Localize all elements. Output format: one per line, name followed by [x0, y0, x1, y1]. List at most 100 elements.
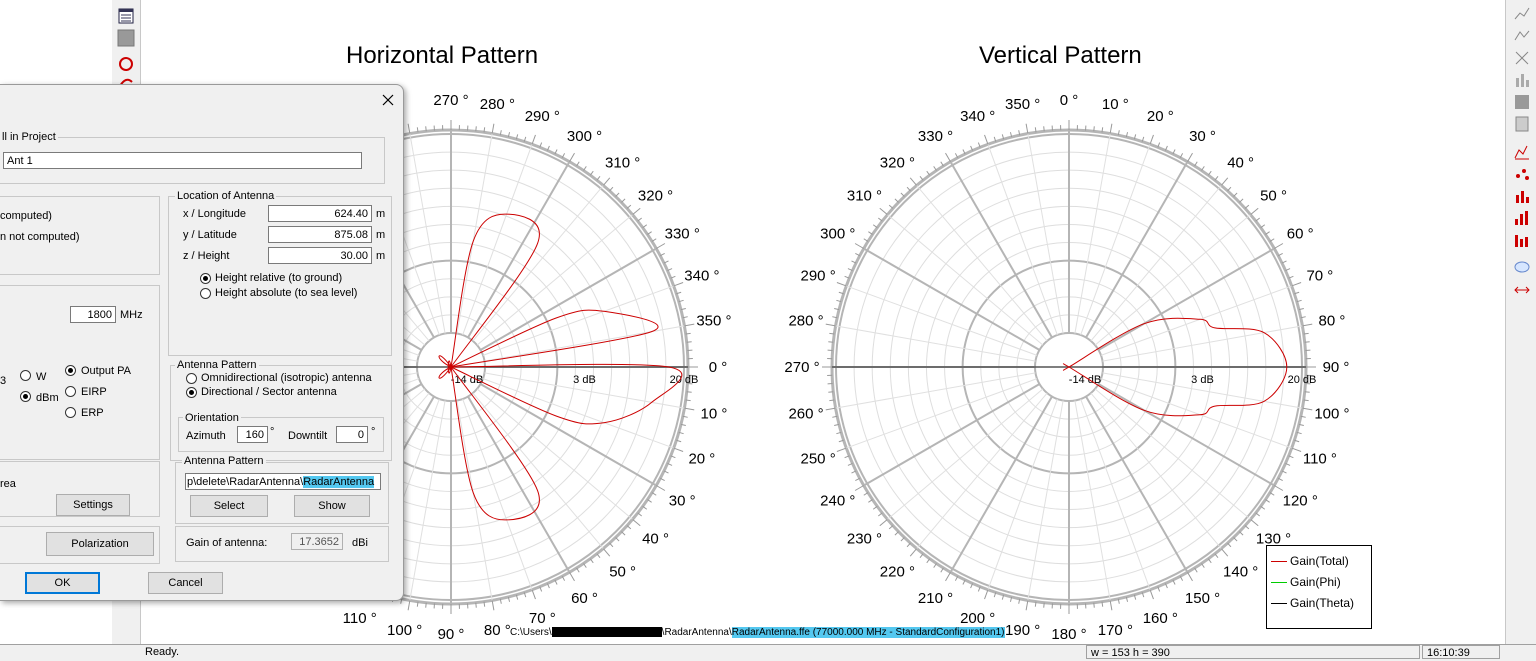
line-chart-alt-icon[interactable] [1512, 26, 1532, 46]
close-icon[interactable] [380, 92, 396, 108]
angle-label: 240 ° [820, 493, 855, 510]
dbm-radio[interactable] [20, 391, 31, 402]
gray-block-icon[interactable] [1512, 92, 1532, 112]
directional-radio[interactable] [186, 387, 197, 398]
gain-label: Gain of antenna: [186, 537, 267, 549]
cell-name-field[interactable]: Ant 1 [3, 152, 362, 169]
tick [610, 187, 613, 191]
tick [946, 153, 951, 162]
red-bars-icon[interactable] [1512, 230, 1532, 250]
arrows-icon[interactable] [1512, 280, 1532, 300]
tick [1245, 205, 1249, 208]
tick [633, 519, 641, 525]
radial-label: 3 dB [1191, 374, 1214, 386]
tick [627, 526, 631, 529]
tick [1292, 283, 1301, 286]
eirp-radio[interactable] [65, 386, 76, 397]
cross-chart-icon[interactable] [1512, 48, 1532, 68]
computed-option-1: computed) [0, 210, 52, 222]
square-icon[interactable] [116, 28, 136, 48]
height-absolute-label: Height absolute (to sea level) [215, 287, 357, 299]
frequency-unit: MHz [120, 309, 143, 321]
red-bar-icon[interactable] [1512, 186, 1532, 206]
tick [1274, 486, 1283, 491]
line-chart-icon[interactable] [1512, 4, 1532, 24]
angle-label: 340 ° [684, 268, 719, 285]
red-chart-icon[interactable] [1512, 142, 1532, 162]
show-button[interactable]: Show [294, 495, 370, 517]
angle-label: 280 ° [788, 313, 823, 330]
tick [570, 572, 575, 581]
tick [1234, 193, 1237, 197]
tick [889, 205, 893, 208]
comment-icon[interactable] [1512, 258, 1532, 278]
w-radio[interactable] [20, 370, 31, 381]
tick [686, 400, 691, 401]
tick [687, 392, 692, 393]
ok-button[interactable]: OK [25, 572, 100, 594]
select-button[interactable]: Select [190, 495, 268, 517]
tick [1026, 124, 1028, 134]
angle-label: 160 ° [1143, 610, 1178, 627]
output-pa-radio[interactable] [65, 365, 76, 376]
downtilt-label: Downtilt [288, 430, 327, 442]
erp-radio[interactable] [65, 407, 76, 418]
tick [1035, 127, 1036, 132]
azimuth-field[interactable]: 160 [237, 426, 268, 443]
z-field[interactable]: 30.00 [268, 247, 372, 264]
table-icon[interactable] [116, 6, 136, 26]
orientation-label: Orientation [183, 412, 241, 424]
tick [1228, 187, 1231, 191]
tick [855, 244, 864, 249]
tick [1292, 448, 1301, 451]
tick [1150, 590, 1153, 599]
tick [492, 600, 494, 610]
tick [426, 126, 427, 131]
radial-label: 20 dB [670, 374, 699, 386]
tick [880, 519, 888, 525]
tick [1035, 602, 1036, 607]
tick [1094, 603, 1095, 608]
legend-item-phi: Gain(Phi) [1271, 575, 1341, 589]
status-ready: Ready. [145, 646, 179, 658]
document-icon[interactable] [1512, 114, 1532, 134]
tick [828, 342, 833, 343]
angle-label: 330 ° [665, 226, 700, 243]
red-bar-alt-icon[interactable] [1512, 208, 1532, 228]
angle-label: 170 ° [1098, 622, 1133, 639]
frequency-field[interactable]: 1800 [70, 306, 116, 323]
tick [633, 208, 641, 214]
pattern-path-field[interactable]: p\delete\RadarAntenna\RadarAntenna [185, 473, 381, 490]
tick [476, 126, 477, 131]
cancel-button[interactable]: Cancel [148, 572, 223, 594]
histogram-icon[interactable] [1512, 70, 1532, 90]
angle-label: 220 ° [880, 564, 915, 581]
angle-label: 230 ° [847, 531, 882, 548]
tick [1150, 135, 1153, 144]
angle-label: 260 ° [788, 405, 823, 422]
output-pa-label: Output PA [81, 365, 131, 377]
downtilt-field[interactable]: 0 [336, 426, 368, 443]
omni-radio[interactable] [186, 373, 197, 384]
angle-label: 20 ° [688, 450, 715, 467]
legend: Gain(Total) Gain(Phi) Gain(Theta) [1266, 545, 1372, 629]
radial-label: 3 dB [573, 374, 596, 386]
circle-icon[interactable] [116, 54, 136, 74]
tick [656, 486, 665, 491]
tick [829, 333, 834, 334]
angle-label: 320 ° [638, 187, 673, 204]
y-field[interactable]: 875.08 [268, 226, 372, 243]
settings-button[interactable]: Settings [56, 494, 130, 516]
red-scatter-icon[interactable] [1512, 164, 1532, 184]
height-absolute-radio[interactable] [200, 288, 211, 299]
x-unit: m [376, 208, 385, 220]
height-relative-radio[interactable] [200, 273, 211, 284]
x-field[interactable]: 624.40 [268, 205, 372, 222]
angle-label: 300 ° [820, 226, 855, 243]
tick [880, 208, 888, 214]
angle-label: 10 ° [701, 405, 728, 422]
tick [616, 537, 619, 541]
polarization-button[interactable]: Polarization [46, 532, 154, 556]
angle-label: 310 ° [847, 187, 882, 204]
dbm-label: dBm [36, 392, 59, 404]
